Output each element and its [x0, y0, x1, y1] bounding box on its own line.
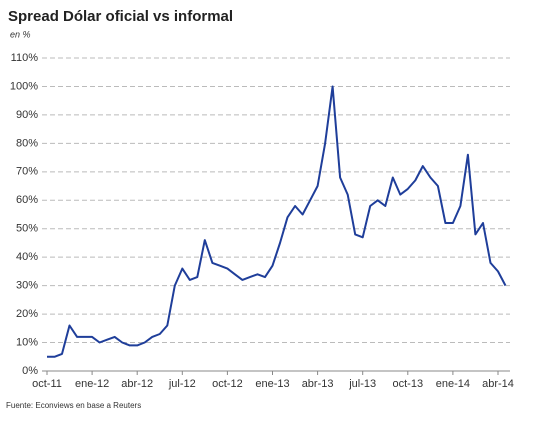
x-tick-label: oct-13 — [393, 378, 424, 390]
y-tick-label: 90% — [16, 109, 38, 121]
x-tick-label: jul-12 — [168, 378, 196, 390]
y-tick-label: 50% — [16, 223, 38, 235]
data-line — [47, 85, 507, 358]
chart-subtitle: en % — [10, 29, 31, 39]
x-tick-label: abr-14 — [482, 378, 514, 390]
y-tick-label: 100% — [10, 80, 38, 92]
x-tick-label: ene-12 — [75, 378, 109, 390]
x-tick-label: ene-14 — [436, 378, 470, 390]
x-tick-label: oct-11 — [32, 378, 62, 390]
y-tick-label: 40% — [16, 251, 38, 263]
y-tick-label: 80% — [16, 137, 38, 149]
x-tick-label: jul-13 — [348, 378, 376, 390]
chart-title: Spread Dólar oficial vs informal — [8, 8, 233, 25]
y-tick-label: 0% — [22, 365, 38, 377]
x-tick-label: oct-12 — [212, 378, 243, 390]
y-tick-label: 110% — [11, 52, 39, 64]
x-tick-label: abr-12 — [121, 378, 153, 390]
y-tick-label: 10% — [16, 336, 38, 348]
y-tick-label: 20% — [16, 308, 38, 320]
y-tick-label: 60% — [16, 194, 38, 206]
x-tick-label: ene-13 — [255, 378, 289, 390]
y-tick-label: 30% — [16, 280, 38, 292]
x-tick-label: abr-13 — [302, 378, 334, 390]
y-tick-label: 70% — [16, 166, 38, 178]
source-note: Fuente: Econviews en base a Reuters — [6, 401, 141, 410]
